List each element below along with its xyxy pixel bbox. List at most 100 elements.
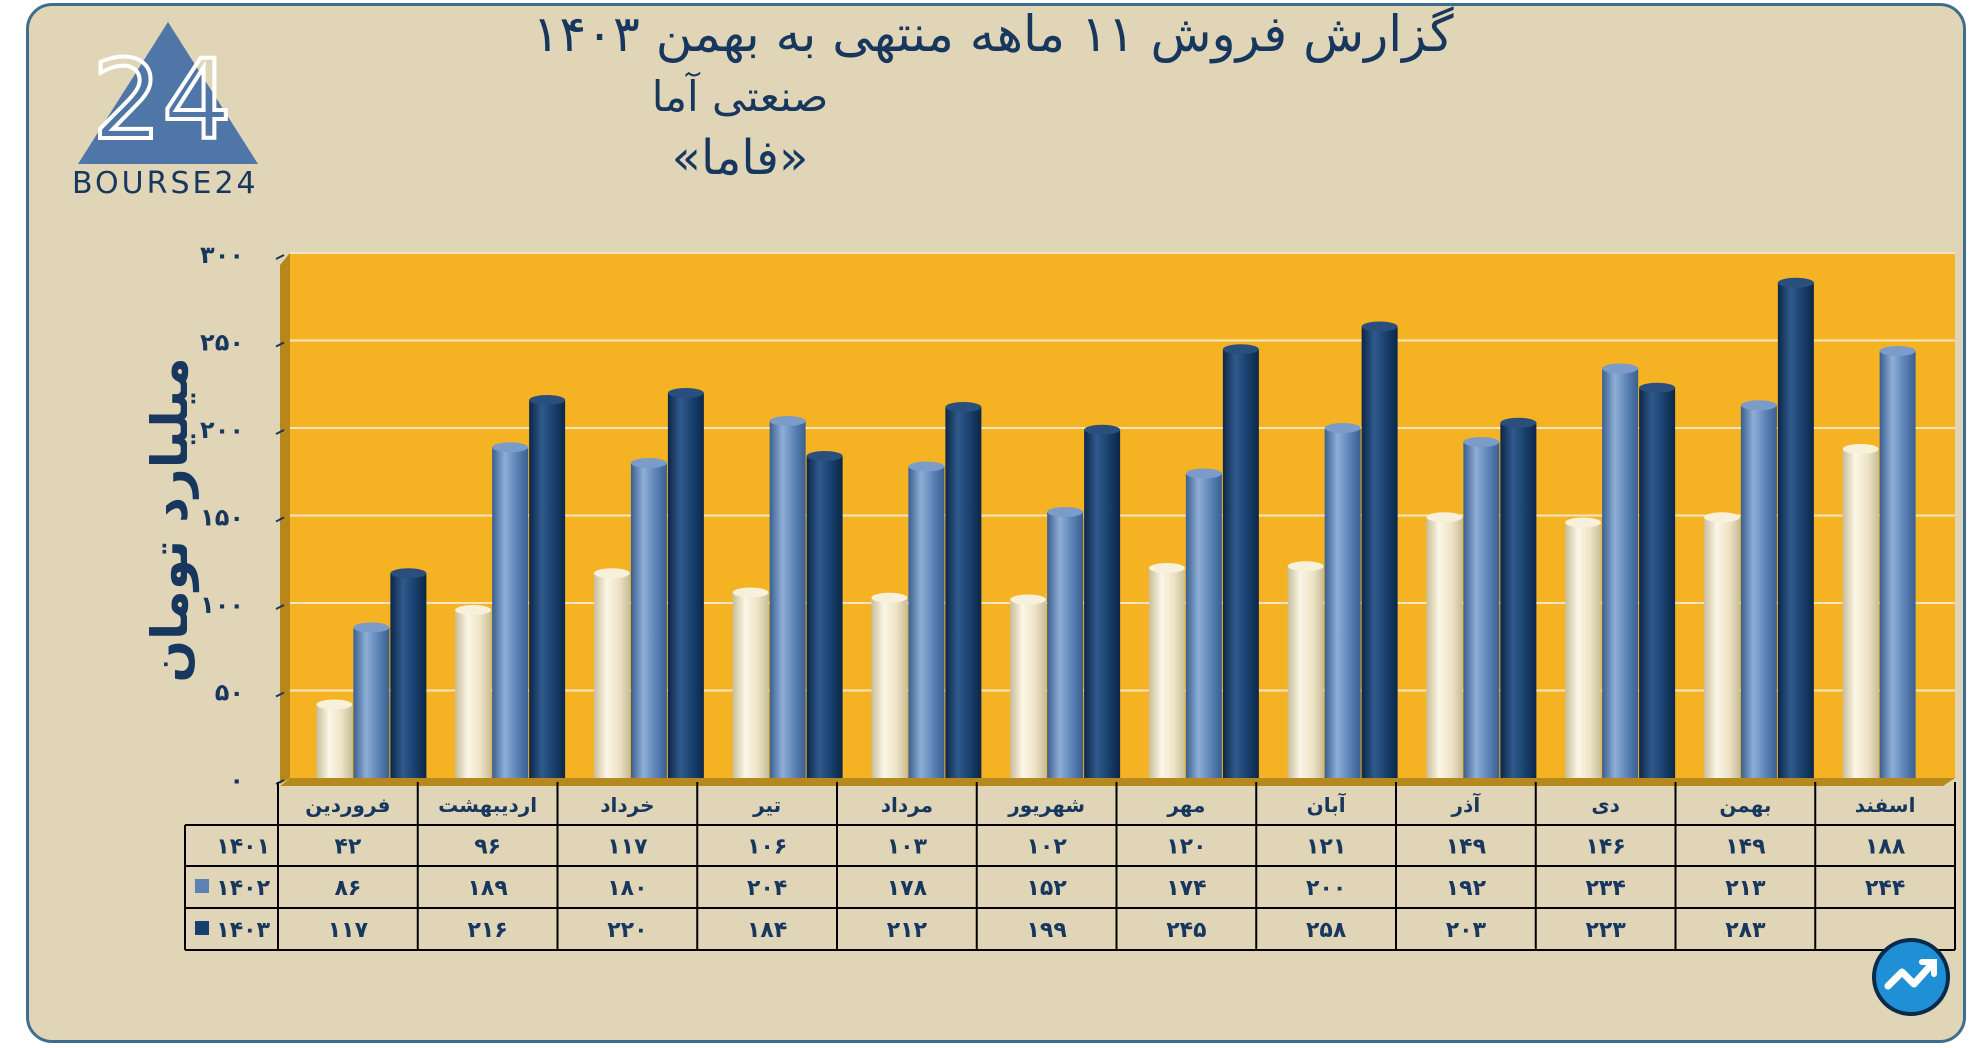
bar-۱۴۰۲ xyxy=(1463,442,1500,778)
bar-cap xyxy=(316,699,353,710)
y-tick xyxy=(275,604,285,610)
category-label: فروردین xyxy=(305,793,390,817)
data-label: ۱۵۲ xyxy=(1026,876,1067,901)
legend-swatch xyxy=(195,921,209,935)
series-name: ۱۴۰۱ xyxy=(216,835,270,860)
plot-side-wall xyxy=(280,253,290,784)
data-label: ۱۱۷ xyxy=(607,835,648,860)
bar-cap xyxy=(630,458,667,468)
data-label: ۱۱۷ xyxy=(328,918,369,943)
data-label: ۲۰۰ xyxy=(1306,876,1346,901)
y-tick-label: ۳۰۰ xyxy=(200,241,244,269)
y-tick-label: ۱۰۰ xyxy=(200,591,244,619)
category-label: آذر xyxy=(1451,792,1482,817)
bar-۱۴۰۲ xyxy=(492,447,529,778)
data-label: ۱۴۹ xyxy=(1446,835,1486,860)
data-label: ۹۶ xyxy=(474,835,501,860)
bar-۱۴۰۱ xyxy=(871,597,908,778)
data-label: ۱۴۹ xyxy=(1725,835,1765,860)
bar-cap xyxy=(1010,594,1047,605)
bar-cap xyxy=(1639,382,1676,393)
bar-cap xyxy=(1287,561,1324,572)
y-tick xyxy=(275,691,285,698)
category-label: خرداد xyxy=(600,793,654,817)
category-label: بهمن xyxy=(1719,793,1771,817)
bar-۱۴۰۱ xyxy=(1703,517,1740,778)
bar-cap xyxy=(1879,346,1916,356)
category-label: تیر xyxy=(752,793,781,817)
bar-cap xyxy=(492,442,529,453)
data-label: ۲۱۲ xyxy=(887,918,928,943)
bar-cap xyxy=(353,622,390,633)
bar-cap xyxy=(1185,468,1222,479)
bar-۱۴۰۱ xyxy=(1565,522,1602,778)
bar-۱۴۰۱ xyxy=(1842,449,1879,778)
y-tick-label: ۰ xyxy=(229,766,244,794)
data-label: ۲۴۴ xyxy=(1865,876,1905,901)
bar-۱۴۰۱ xyxy=(732,592,769,778)
bar-۱۴۰۱ xyxy=(1010,599,1047,778)
bar-۱۴۰۳ xyxy=(390,573,427,778)
data-label: ۱۹۲ xyxy=(1446,876,1487,901)
bar-۱۴۰۲ xyxy=(1740,405,1777,778)
bar-cap xyxy=(1500,417,1537,428)
y-tick-label: ۱۵۰ xyxy=(200,504,244,532)
data-label: ۱۰۶ xyxy=(747,835,787,860)
bar-۱۴۰۲ xyxy=(630,463,667,778)
triangle-logo-icon: 24 xyxy=(78,22,258,166)
bar-cap xyxy=(455,605,492,615)
bar-cap xyxy=(732,587,769,598)
data-label: ۱۸۴ xyxy=(747,918,787,943)
y-tick xyxy=(275,516,285,523)
bar-cap xyxy=(1426,512,1463,523)
bar-۱۴۰۱ xyxy=(455,610,492,778)
data-label: ۱۷۸ xyxy=(887,876,928,901)
data-label: ۱۴۶ xyxy=(1585,835,1625,860)
data-label: ۲۳۴ xyxy=(1585,876,1625,901)
legend-swatch xyxy=(195,879,209,893)
y-axis-label: میلیارد تومان xyxy=(141,357,199,683)
bar-cap xyxy=(871,592,908,603)
bar-cap xyxy=(806,451,843,461)
bar-۱۴۰۳ xyxy=(1777,282,1814,778)
data-label: ۱۹۹ xyxy=(1026,918,1066,943)
bar-۱۴۰۳ xyxy=(667,393,704,778)
bar-۱۴۰۱ xyxy=(1426,517,1463,778)
bar-۱۴۰۱ xyxy=(1148,568,1185,778)
bar-۱۴۰۱ xyxy=(593,573,630,778)
bar-cap xyxy=(529,395,566,405)
bar-cap xyxy=(1084,424,1121,435)
bar-۱۴۰۲ xyxy=(908,466,945,778)
trend-chart-icon xyxy=(1872,938,1950,1016)
bar-۱۴۰۲ xyxy=(769,421,806,778)
bar-cap xyxy=(1565,517,1602,528)
bar-۱۴۰۲ xyxy=(1047,512,1084,778)
bar-cap xyxy=(1740,400,1777,411)
report-title: گزارش فروش ۱۱ ماهه منتهی به بهمن ۱۴۰۳ xyxy=(532,5,1454,63)
bar-۱۴۰۳ xyxy=(806,456,843,778)
bar-۱۴۰۲ xyxy=(1879,351,1916,778)
bar-۱۴۰۳ xyxy=(1084,429,1121,778)
bar-۱۴۰۲ xyxy=(1602,368,1639,778)
bar-۱۴۰۳ xyxy=(1361,326,1398,778)
category-label: اسفند xyxy=(1855,793,1916,817)
bar-cap xyxy=(390,568,427,579)
series-name: ۱۴۰۲ xyxy=(216,876,270,901)
data-label: ۱۸۹ xyxy=(467,876,507,901)
category-label: آبان xyxy=(1307,792,1347,817)
y-tick xyxy=(275,254,285,260)
bar-۱۴۰۱ xyxy=(1287,566,1324,778)
data-label: ۲۱۳ xyxy=(1725,876,1766,901)
data-label: ۲۲۰ xyxy=(607,918,647,943)
bar-cap xyxy=(1222,344,1259,355)
bar-cap xyxy=(1047,507,1084,517)
data-label: ۲۲۳ xyxy=(1585,918,1626,943)
bar-cap xyxy=(593,568,630,579)
data-label: ۱۲۰ xyxy=(1166,835,1206,860)
bar-cap xyxy=(908,461,945,472)
bar-۱۴۰۳ xyxy=(1639,387,1676,778)
y-tick-label: ۲۰۰ xyxy=(200,416,244,444)
bar-cap xyxy=(1842,444,1879,454)
y-tick xyxy=(275,341,285,348)
